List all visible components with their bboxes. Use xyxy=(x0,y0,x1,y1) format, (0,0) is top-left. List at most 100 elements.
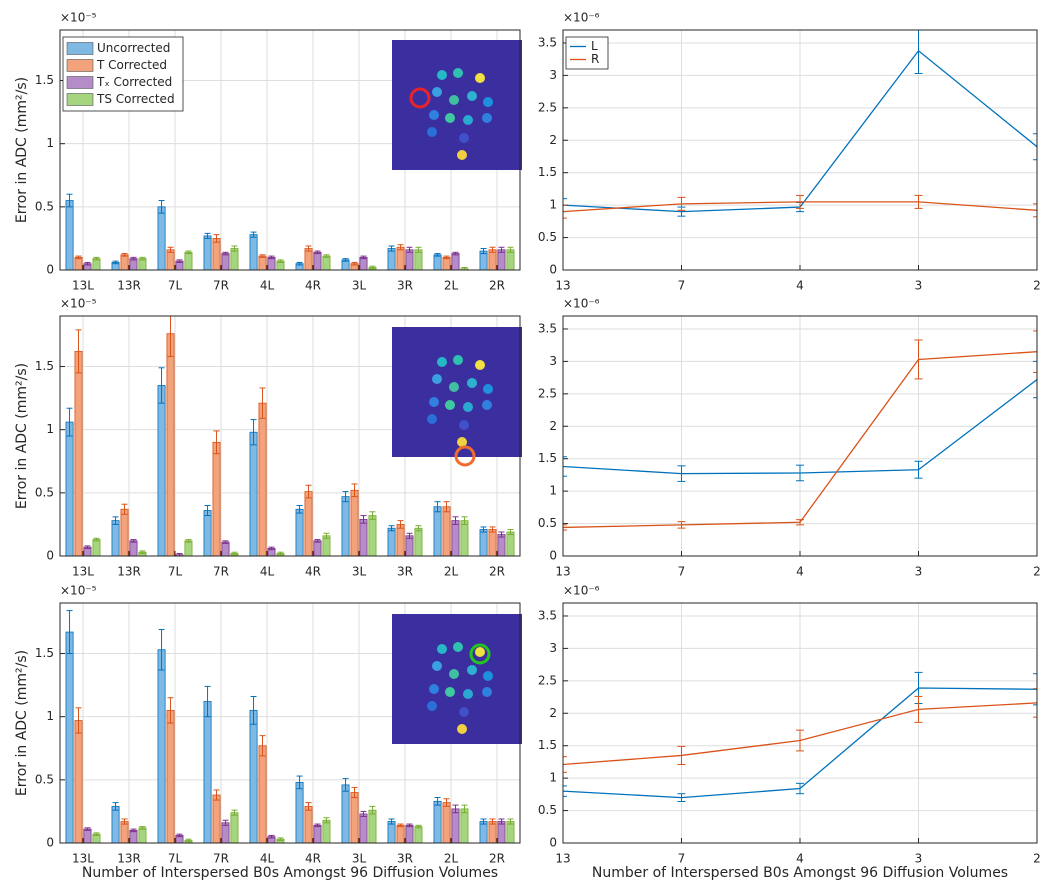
y-tick-label: 0 xyxy=(549,836,557,850)
bar xyxy=(120,821,129,843)
x-tick-label: 13 xyxy=(555,852,570,866)
error-bar xyxy=(1033,203,1037,218)
bar xyxy=(488,249,497,270)
bar xyxy=(203,235,212,270)
x-axis-label: Number of Interspersed B0s Amongst 96 Di… xyxy=(82,865,498,881)
error-bar xyxy=(563,204,567,219)
bar xyxy=(65,421,74,556)
bar xyxy=(506,821,515,843)
error-bar xyxy=(452,804,459,814)
error-bar xyxy=(314,539,321,543)
y-tick-label: 0 xyxy=(46,549,54,563)
bar xyxy=(230,812,239,843)
error-bar xyxy=(406,823,413,828)
image-inset xyxy=(392,327,522,467)
inset-blob xyxy=(483,384,493,394)
legend-label: Uncorrected xyxy=(97,41,170,55)
inset-blob xyxy=(463,402,473,412)
error-bar xyxy=(563,524,567,531)
bar xyxy=(506,531,515,556)
bar xyxy=(451,520,460,556)
error-bar xyxy=(498,818,505,825)
error-bar xyxy=(305,802,312,811)
y-tick-label: 0.5 xyxy=(538,803,557,817)
axes-frame xyxy=(562,315,1038,557)
bar xyxy=(249,431,258,556)
error-bar xyxy=(222,540,229,544)
error-bar xyxy=(112,516,119,525)
inset-blob xyxy=(459,420,469,430)
error-bar xyxy=(397,823,404,828)
bar xyxy=(414,826,423,843)
error-bar xyxy=(677,793,686,802)
y-tick-label: 0 xyxy=(549,263,557,277)
error-bar xyxy=(204,504,211,517)
error-bar xyxy=(1033,330,1037,373)
x-tick-label: 13L xyxy=(72,852,94,866)
bar xyxy=(120,254,129,270)
inset-blob xyxy=(467,91,477,101)
legend: Uncorrected T Corrected Tₓ Corrected TS Cor… xyxy=(62,36,184,112)
x-tick-label: 2L xyxy=(444,565,459,579)
error-bar xyxy=(480,248,487,255)
y-tick-label: 1.5 xyxy=(35,359,54,373)
error-bar xyxy=(914,460,923,479)
error-bar xyxy=(480,818,487,825)
error-bar xyxy=(268,546,275,551)
bar xyxy=(405,535,414,556)
inset-blob xyxy=(427,414,437,424)
bar xyxy=(313,251,322,270)
bar xyxy=(405,824,414,843)
error-bar xyxy=(158,200,165,214)
error-bar xyxy=(277,259,284,263)
x-tick-label: 2R xyxy=(489,279,505,293)
error-bar xyxy=(397,520,404,529)
bar xyxy=(359,518,368,556)
error-bar xyxy=(461,516,468,525)
axes-frame xyxy=(59,602,521,844)
y-tick-label: 2 xyxy=(549,133,557,147)
bar xyxy=(414,527,423,556)
x-axis-label: Number of Interspersed B0s Amongst 96 Di… xyxy=(592,865,1008,881)
x-tick-label: 3 xyxy=(915,279,923,293)
error-bar xyxy=(434,253,441,257)
bar xyxy=(488,529,497,556)
error-bar xyxy=(914,194,923,209)
error-bar xyxy=(112,802,119,811)
legend-label: TS Corrected xyxy=(96,92,175,106)
inset-blob xyxy=(459,133,469,143)
inset-blob xyxy=(482,400,492,410)
bar xyxy=(249,234,258,270)
bar xyxy=(120,508,129,556)
inset-blob xyxy=(453,642,463,652)
y-tick-label: 2.5 xyxy=(538,673,557,687)
y-tick-label: 0.5 xyxy=(35,199,54,213)
image-inset xyxy=(392,40,522,170)
bar xyxy=(322,255,331,270)
axis-multiplier: ×10⁻⁶ xyxy=(563,584,600,598)
bar xyxy=(442,802,451,843)
inset-blob xyxy=(467,378,477,388)
error-bar xyxy=(507,818,514,825)
bar xyxy=(203,510,212,556)
error-bar xyxy=(139,550,146,554)
axis-multiplier: ×10⁻⁵ xyxy=(60,11,97,25)
error-bar xyxy=(434,797,441,806)
error-bar xyxy=(914,30,923,74)
bar xyxy=(258,402,267,556)
bar xyxy=(184,251,193,270)
x-tick-label: 7R xyxy=(213,565,229,579)
axes-frame xyxy=(562,602,1038,844)
panel: 0 0.5 1 1.5 2 2.5 3 3.5 13 7 4 3 2 ×10⁻⁶ LR xyxy=(538,11,1041,293)
error-bar xyxy=(277,837,284,841)
x-tick-label: 4R xyxy=(305,279,321,293)
inset-blob xyxy=(475,647,485,657)
bar xyxy=(65,631,74,843)
panel: 0 0.5 1 1.5 2 2.5 3 3.5 13 7 4 3 2 ×10⁻⁶ Number of Int… xyxy=(538,584,1041,882)
image-inset xyxy=(392,614,522,744)
plot-area xyxy=(65,610,515,843)
bar xyxy=(488,821,497,843)
inset-blob xyxy=(427,127,437,137)
bar xyxy=(111,805,120,843)
